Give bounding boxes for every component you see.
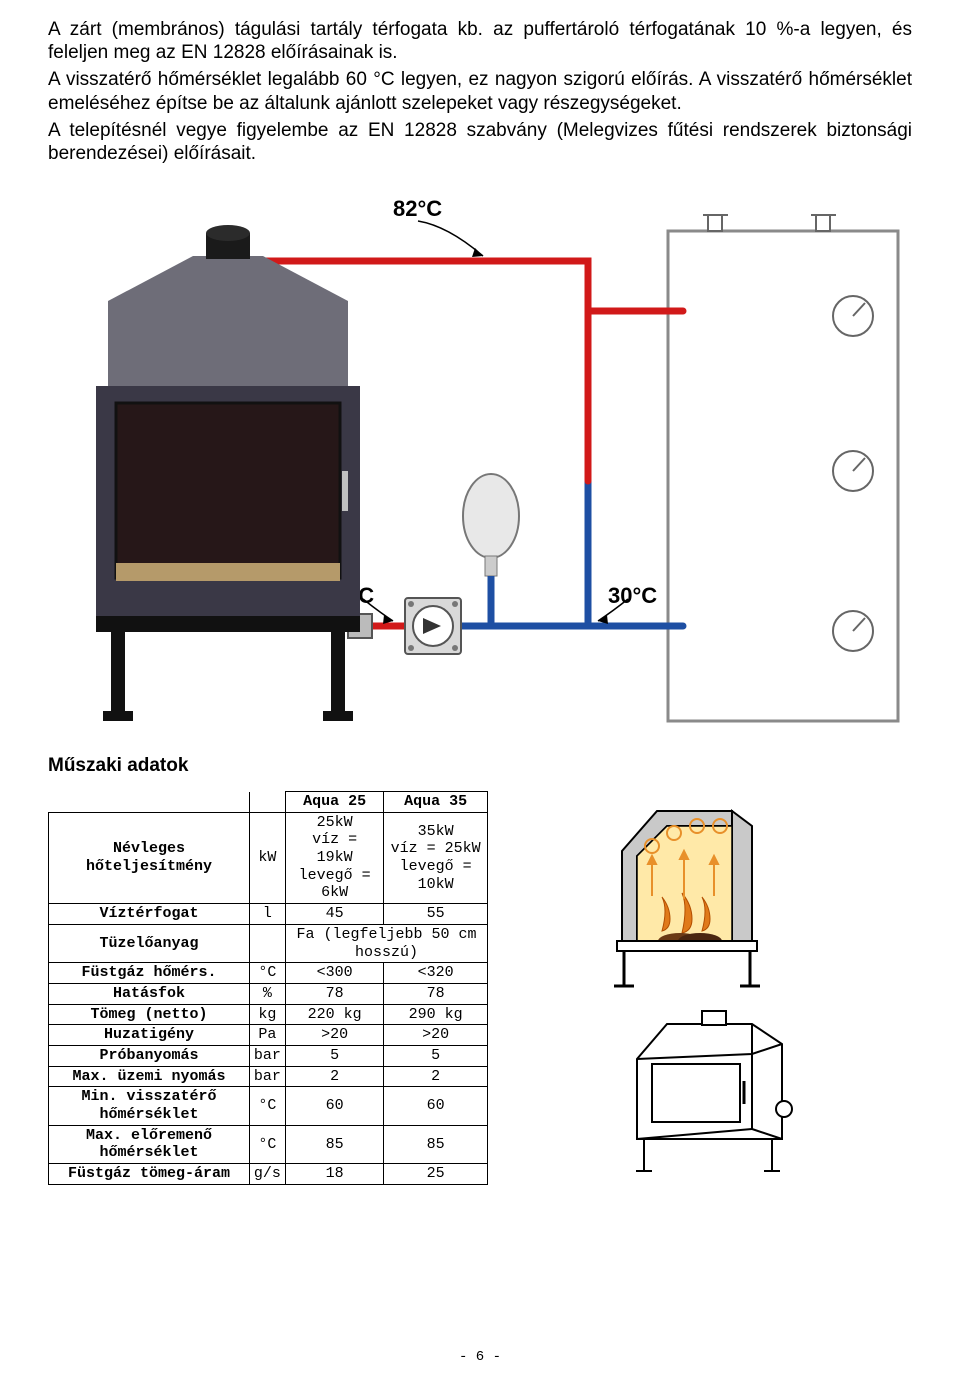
table-row: Füstgáz tömeg-áramg/s1825 (49, 1164, 488, 1185)
table-row: Névleges hőteljesítménykW25kW víz = 19kW… (49, 812, 488, 903)
paragraph-3: A telepítésnél vegye figyelembe az EN 12… (48, 119, 912, 165)
label-82c: 82°C (393, 196, 442, 221)
table-row: Min. visszatérő hőmérséklet°C6060 (49, 1087, 488, 1125)
table-row: Max. előremenő hőmérséklet°C8585 (49, 1125, 488, 1163)
table-row: Tömeg (netto)kg220 kg290 kg (49, 1004, 488, 1025)
main-diagram: 82°C 60°C 30°C (48, 171, 912, 731)
table-row: Max. üzemi nyomásbar22 (49, 1066, 488, 1087)
table-row: TüzelőanyagFa (legfeljebb 50 cm hosszú) (49, 924, 488, 962)
page-number: - 6 - (0, 1349, 960, 1365)
table-header: Aqua 25 Aqua 35 (49, 792, 488, 813)
cutaway-figure (602, 791, 812, 991)
section-title: Műszaki adatok (48, 755, 912, 777)
label-30c: 30°C (608, 583, 657, 608)
table-row: Füstgáz hőmérs.°C<300<320 (49, 963, 488, 984)
paragraph-1: A zárt (membrános) tágulási tartály térf… (48, 18, 912, 64)
table-row: HuzatigényPa>20>20 (49, 1025, 488, 1046)
spec-table: Aqua 25 Aqua 35 Névleges hőteljesítményk… (48, 791, 488, 1185)
table-row: Próbanyomásbar55 (49, 1045, 488, 1066)
table-row: Víztérfogatl4555 (49, 904, 488, 925)
table-row: Hatásfok%7878 (49, 983, 488, 1004)
lineart-figure (612, 999, 802, 1179)
paragraph-2: A visszatérő hőmérséklet legalább 60 °C … (48, 68, 912, 114)
